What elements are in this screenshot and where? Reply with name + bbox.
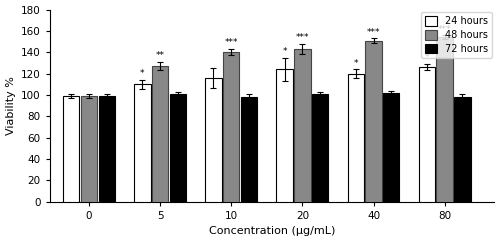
Bar (206, 78, 222, 202)
Text: *: * (424, 53, 429, 62)
Bar (241, 97, 257, 202)
Bar (418, 67, 435, 202)
Bar (276, 69, 293, 202)
Bar (152, 66, 168, 202)
Legend: 24 hours, 48 hours, 72 hours: 24 hours, 48 hours, 72 hours (421, 13, 492, 58)
Text: ***: *** (296, 33, 309, 42)
Bar (223, 52, 240, 202)
Text: **: ** (156, 51, 164, 60)
Bar (383, 93, 400, 202)
Bar (63, 96, 80, 202)
Text: *: * (140, 69, 144, 78)
X-axis label: Concentration (μg/mL): Concentration (μg/mL) (209, 227, 336, 236)
Text: ***: *** (224, 38, 238, 47)
Text: ***: *** (438, 25, 452, 34)
Text: *: * (354, 59, 358, 68)
Bar (98, 96, 115, 202)
Bar (312, 94, 328, 202)
Bar (294, 49, 310, 202)
Y-axis label: Viability %: Viability % (6, 76, 16, 135)
Text: *: * (282, 47, 287, 56)
Bar (134, 84, 150, 202)
Bar (81, 96, 97, 202)
Bar (170, 94, 186, 202)
Bar (436, 37, 453, 202)
Bar (348, 74, 364, 202)
Text: ***: *** (367, 28, 380, 37)
Bar (454, 97, 470, 202)
Bar (366, 41, 382, 202)
